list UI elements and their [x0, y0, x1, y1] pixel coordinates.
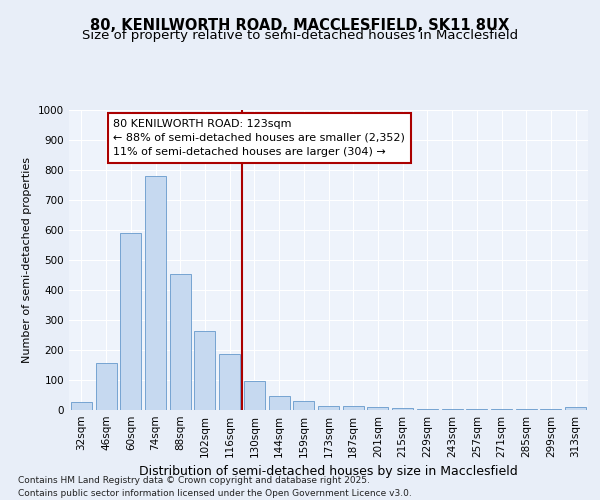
Bar	[219, 354, 240, 410]
Text: Size of property relative to semi-detached houses in Macclesfield: Size of property relative to semi-detach…	[82, 29, 518, 42]
Bar	[417, 408, 438, 410]
Bar	[71, 402, 92, 410]
Bar	[466, 409, 487, 410]
Bar	[343, 406, 364, 410]
Bar	[120, 233, 141, 410]
Bar	[442, 409, 463, 410]
Bar	[170, 274, 191, 410]
Bar	[269, 396, 290, 410]
Text: Contains HM Land Registry data © Crown copyright and database right 2025.
Contai: Contains HM Land Registry data © Crown c…	[18, 476, 412, 498]
Bar	[367, 407, 388, 410]
Bar	[145, 176, 166, 410]
Text: 80, KENILWORTH ROAD, MACCLESFIELD, SK11 8UX: 80, KENILWORTH ROAD, MACCLESFIELD, SK11 …	[91, 18, 509, 32]
Bar	[95, 363, 116, 410]
Bar	[392, 408, 413, 410]
Bar	[244, 380, 265, 410]
X-axis label: Distribution of semi-detached houses by size in Macclesfield: Distribution of semi-detached houses by …	[139, 466, 518, 478]
Bar	[194, 332, 215, 410]
Bar	[293, 401, 314, 410]
Bar	[541, 409, 562, 410]
Bar	[565, 407, 586, 410]
Bar	[318, 406, 339, 410]
Y-axis label: Number of semi-detached properties: Number of semi-detached properties	[22, 157, 32, 363]
Text: 80 KENILWORTH ROAD: 123sqm
← 88% of semi-detached houses are smaller (2,352)
11%: 80 KENILWORTH ROAD: 123sqm ← 88% of semi…	[113, 119, 406, 157]
